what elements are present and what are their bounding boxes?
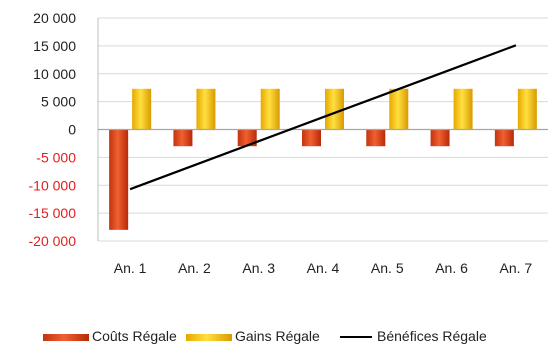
bar-gains-regale bbox=[325, 88, 344, 130]
y-axis-tick-labels: 20 000 15 000 10 000 5 000 0 -5 000 -10 000 -15… bbox=[29, 10, 77, 249]
bar-gains-regale bbox=[260, 88, 280, 130]
x-tick-label: An. 4 bbox=[307, 260, 340, 276]
bar-gains-regale bbox=[517, 88, 537, 130]
bar-couts-regale bbox=[366, 129, 386, 147]
y-tick-label: -10 000 bbox=[29, 177, 77, 193]
benefit-line-series bbox=[129, 44, 517, 191]
bar-couts-regale bbox=[237, 129, 257, 147]
x-tick-label: An. 1 bbox=[114, 260, 147, 276]
bar-couts-regale bbox=[173, 129, 193, 147]
bars bbox=[109, 88, 537, 230]
legend-swatch-couts-regale bbox=[43, 334, 89, 341]
bar-gains-regale bbox=[389, 88, 409, 130]
x-tick-label: An. 6 bbox=[435, 260, 468, 276]
y-tick-label: -15 000 bbox=[29, 205, 77, 221]
x-tick-label: An. 5 bbox=[371, 260, 404, 276]
y-tick-label: 0 bbox=[68, 122, 76, 138]
x-tick-label: An. 7 bbox=[500, 260, 533, 276]
x-tick-label: An. 3 bbox=[242, 260, 275, 276]
zero-axis bbox=[97, 18, 548, 241]
grid-lines bbox=[98, 17, 548, 242]
y-tick-label: 5 000 bbox=[41, 94, 76, 110]
bar-couts-regale bbox=[302, 129, 321, 147]
y-tick-label: 10 000 bbox=[33, 66, 76, 82]
legend-label-benefices-regale: Bénéfices Régale bbox=[377, 328, 487, 344]
legend-swatch-gains-regale bbox=[186, 334, 232, 341]
y-tick-label: -5 000 bbox=[36, 149, 76, 165]
y-tick-label: 20 000 bbox=[33, 10, 76, 26]
x-tick-label: An. 2 bbox=[178, 260, 211, 276]
bar-couts-regale bbox=[494, 129, 514, 147]
legend: Coûts Régale Gains Régale Bénéfices Régale bbox=[43, 328, 487, 344]
legend-label-couts-regale: Coûts Régale bbox=[92, 328, 177, 344]
bar-gains-regale bbox=[132, 88, 152, 130]
legend-label-gains-regale: Gains Régale bbox=[235, 328, 320, 344]
bar-gains-regale bbox=[453, 88, 473, 130]
x-axis-tick-labels: An. 1 An. 2 An. 3 An. 4 An. 5 An. 6 An. 7 bbox=[114, 260, 533, 276]
bar-couts-regale bbox=[430, 129, 450, 147]
y-tick-label: -20 000 bbox=[29, 233, 77, 249]
bar-couts-regale bbox=[109, 129, 129, 230]
y-tick-label: 15 000 bbox=[33, 38, 76, 54]
bar-gains-regale bbox=[196, 88, 216, 130]
